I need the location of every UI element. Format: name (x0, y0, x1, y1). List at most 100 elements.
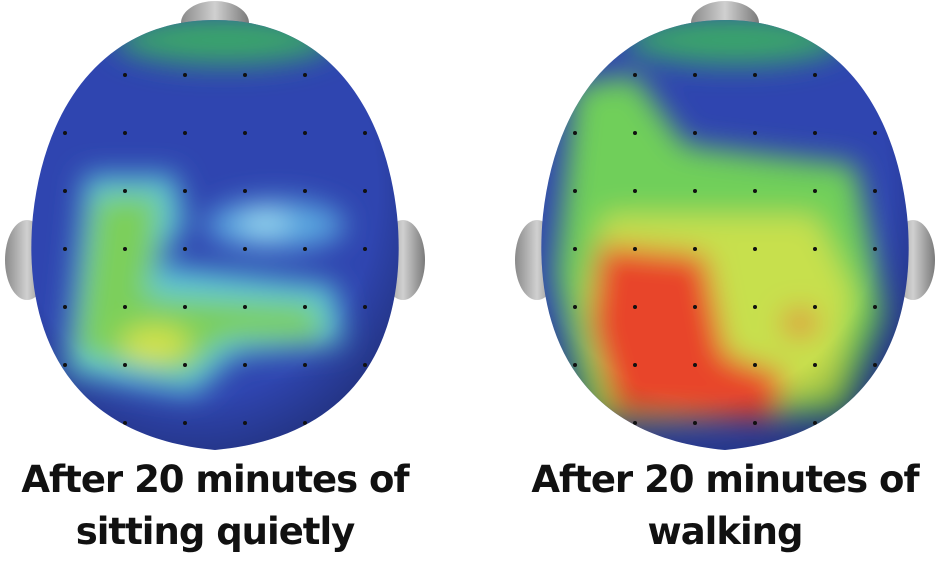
electrode-dot (363, 131, 367, 135)
head-walking (515, 1, 937, 450)
electrode-dot (753, 73, 757, 77)
electrode-dot (243, 305, 247, 309)
electrode-dot (873, 363, 877, 367)
electrode-dot (303, 247, 307, 251)
electrode-dot (633, 305, 637, 309)
electrode-dot (183, 363, 187, 367)
electrode-dot (573, 73, 577, 77)
caption-line: walking (648, 510, 803, 553)
electrode-dot (573, 305, 577, 309)
electrode-dot (693, 305, 697, 309)
electrode-dot (933, 73, 937, 77)
electrode-dot (243, 247, 247, 251)
electrode-dot (633, 131, 637, 135)
electrode-dot (813, 247, 817, 251)
electrode-dot (183, 305, 187, 309)
electrode-dot (873, 421, 877, 425)
electrode-dot (423, 363, 427, 367)
electrode-dot (63, 421, 67, 425)
electrode-dot (243, 363, 247, 367)
electrode-dot (573, 131, 577, 135)
electrode-dot (183, 131, 187, 135)
electrode-dot (303, 131, 307, 135)
electrode-dot (873, 131, 877, 135)
caption-line: After 20 minutes of (531, 458, 920, 501)
electrode-dot (693, 189, 697, 193)
electrode-dot (813, 73, 817, 77)
electrode-dot (633, 421, 637, 425)
electrode-dot (423, 189, 427, 193)
electrode-dot (633, 363, 637, 367)
electrode-dot (753, 131, 757, 135)
electrode-dot (633, 247, 637, 251)
electrode-dot (693, 247, 697, 251)
electrode-dot (693, 363, 697, 367)
electrode-dot (183, 73, 187, 77)
electrode-dot (63, 131, 67, 135)
activity-map (31, 20, 427, 450)
electrode-dot (123, 421, 127, 425)
electrode-dot (423, 421, 427, 425)
electrode-dot (813, 131, 817, 135)
electrode-dot (753, 363, 757, 367)
caption-line: After 20 minutes of (21, 458, 410, 501)
electrode-dot (813, 305, 817, 309)
electrode-dot (363, 73, 367, 77)
electrode-dot (633, 73, 637, 77)
electrode-dot (933, 131, 937, 135)
head-sitting (5, 1, 427, 450)
electrode-dot (933, 305, 937, 309)
activity-map (541, 20, 937, 450)
electrode-dot (873, 305, 877, 309)
shading (31, 20, 399, 450)
electrode-dot (363, 305, 367, 309)
electrode-dot (363, 189, 367, 193)
electrode-dot (63, 247, 67, 251)
electrode-dot (303, 421, 307, 425)
electrode-dot (573, 247, 577, 251)
electrode-dot (303, 363, 307, 367)
electrode-dot (63, 305, 67, 309)
electrode-dot (363, 421, 367, 425)
electrode-dot (243, 131, 247, 135)
electrode-dot (123, 131, 127, 135)
electrode-dot (63, 189, 67, 193)
electrode-dot (693, 73, 697, 77)
electrode-dot (573, 421, 577, 425)
electrode-dot (813, 189, 817, 193)
electrode-dot (423, 131, 427, 135)
caption-line: sitting quietly (76, 510, 355, 553)
electrode-dot (183, 247, 187, 251)
electrode-dot (873, 247, 877, 251)
electrode-dot (753, 189, 757, 193)
electrode-dot (693, 131, 697, 135)
electrode-dot (303, 305, 307, 309)
electrode-dot (693, 421, 697, 425)
electrode-dot (123, 189, 127, 193)
electrode-dot (813, 421, 817, 425)
electrode-dot (123, 247, 127, 251)
electrode-dot (873, 73, 877, 77)
electrode-dot (123, 363, 127, 367)
electrode-dot (363, 247, 367, 251)
electrode-dot (633, 189, 637, 193)
electrode-dot (873, 189, 877, 193)
electrode-dot (753, 247, 757, 251)
electrode-dot (63, 73, 67, 77)
electrode-dot (423, 305, 427, 309)
electrode-dot (573, 189, 577, 193)
electrode-dot (243, 73, 247, 77)
electrode-dot (303, 189, 307, 193)
electrode-dot (813, 363, 817, 367)
electrode-dot (933, 421, 937, 425)
electrode-dot (123, 73, 127, 77)
electrode-dot (933, 363, 937, 367)
electrode-dot (573, 363, 577, 367)
electrode-dot (183, 189, 187, 193)
electrode-dot (933, 189, 937, 193)
electrode-dot (303, 73, 307, 77)
electrode-dot (753, 305, 757, 309)
electrode-dot (423, 73, 427, 77)
